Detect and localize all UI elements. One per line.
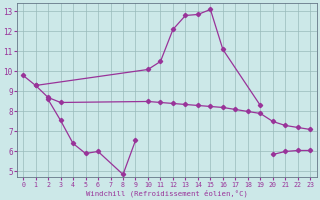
X-axis label: Windchill (Refroidissement éolien,°C): Windchill (Refroidissement éolien,°C) bbox=[86, 189, 248, 197]
